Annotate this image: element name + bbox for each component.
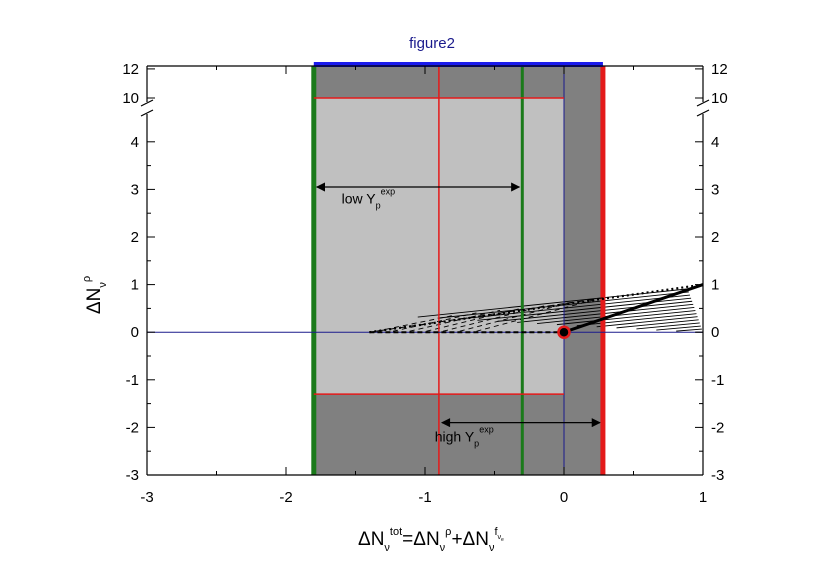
x-axis-label: ΔNνtot=ΔNνρ+ΔNνfνe (358, 526, 504, 554)
y-tick-label-right: 12 (711, 61, 728, 78)
fan-line-5 (459, 302, 572, 332)
axis-break-right-a (696, 99, 710, 107)
axis-break-right-b (696, 109, 710, 117)
hatch-layer (376, 288, 703, 333)
horizontal-lines-layer (147, 62, 703, 395)
y-tick-label-left: 10 (122, 90, 139, 107)
y-tick-label-right: 0 (711, 324, 719, 341)
y-tick-label-right: -2 (711, 419, 724, 436)
series-line-0 (369, 283, 704, 334)
series-layer (369, 283, 704, 339)
y-tick-label-left: 2 (131, 229, 139, 246)
x-tick-label: -1 (418, 489, 431, 506)
y-tick-label-right: 3 (711, 181, 719, 198)
hatch-line-1 (676, 328, 702, 332)
y-tick-label-left: 1 (131, 277, 139, 294)
hatch-line-6 (576, 313, 697, 327)
regions-layer (313, 64, 603, 475)
series-line-2 (563, 283, 704, 334)
hatch-line-5 (596, 316, 698, 328)
low-yp-label: low Ypexp (342, 187, 396, 211)
hatch-line-3 (636, 322, 700, 330)
high-yp-label: high Ypexp (435, 425, 494, 449)
hatch-line-12 (457, 294, 691, 320)
vertical-lines-layer (311, 66, 606, 475)
y-tick-label-left: 4 (131, 134, 139, 151)
x-tick-label: -3 (140, 489, 153, 506)
y-tick-label-left: 12 (122, 61, 139, 78)
arrows-layer (315, 182, 601, 428)
x-tick-label: 0 (560, 489, 568, 506)
x-tick-label: -2 (279, 489, 292, 506)
y-tick-label-right: -3 (711, 467, 724, 484)
hatch-line-10 (497, 300, 693, 322)
y-tick-label-left: -1 (126, 372, 139, 389)
y-tick-label-right: 4 (711, 134, 719, 151)
y-axis-label: ΔNνρ (81, 276, 109, 314)
hatch-line-2 (656, 325, 701, 331)
axis-break-left-a (140, 99, 154, 107)
y-tick-label-left: 3 (131, 181, 139, 198)
axis-break-left-b (140, 109, 154, 117)
y-tick-label-left: -2 (126, 419, 139, 436)
hatch-line-4 (616, 319, 699, 329)
origin-point (557, 325, 571, 339)
fan-line-0 (376, 315, 453, 332)
y-tick-label-right: -1 (711, 372, 724, 389)
hatch-line-7 (556, 310, 696, 326)
y-tick-label-right: 10 (711, 90, 728, 107)
chart-title: figure2 (409, 35, 455, 52)
y-tick-label-left: -3 (126, 467, 139, 484)
fan-line-3 (426, 307, 524, 332)
annotations-layer: low Ypexp high Ypexp (342, 187, 494, 449)
fan-line-6 (476, 299, 595, 332)
x-tick-label: 1 (699, 489, 707, 506)
y-tick-label-left: 0 (131, 324, 139, 341)
y-tick-label-right: 1 (711, 277, 719, 294)
y-tick-label-right: 2 (711, 229, 719, 246)
